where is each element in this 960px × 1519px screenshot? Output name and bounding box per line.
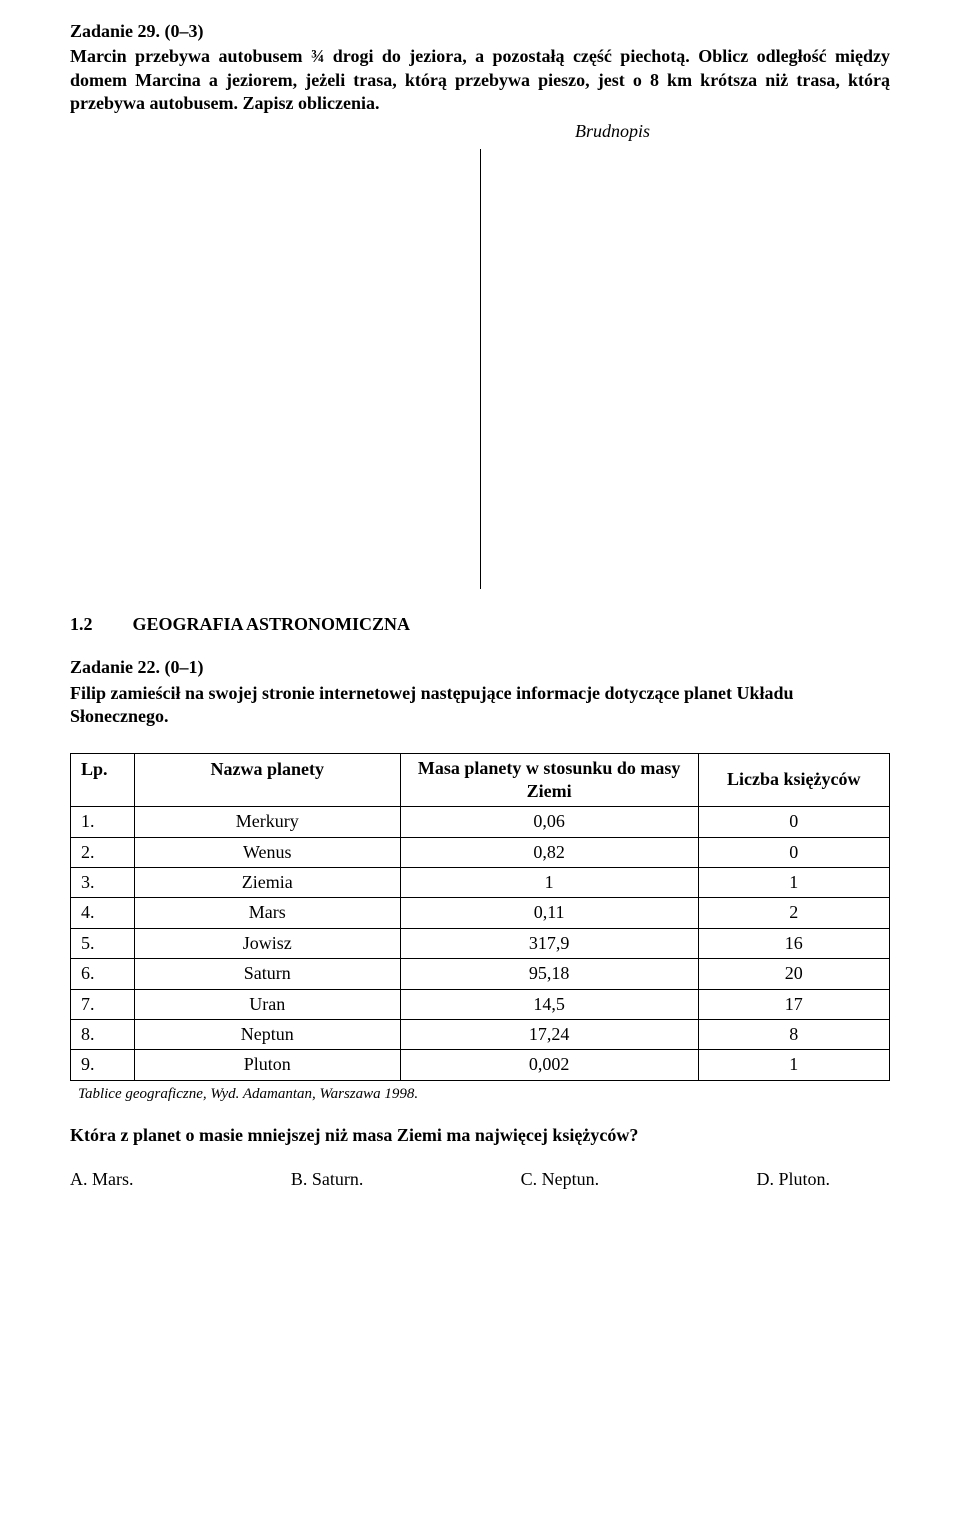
table-row: 4. Mars 0,11 2 [71, 898, 890, 928]
answer-option-a: A. Mars. [70, 1168, 134, 1191]
answer-option-c: C. Neptun. [521, 1168, 600, 1191]
table-row: 9. Pluton 0,002 1 [71, 1050, 890, 1080]
table-row: 6. Saturn 95,18 20 [71, 959, 890, 989]
cell-lp: 5. [71, 928, 135, 958]
table-row: 5. Jowisz 317,9 16 [71, 928, 890, 958]
cell-name: Wenus [134, 837, 400, 867]
table-row: 7. Uran 14,5 17 [71, 989, 890, 1019]
answer-option-d: D. Pluton. [756, 1168, 830, 1191]
cell-mass: 0,002 [400, 1050, 698, 1080]
cell-moons: 8 [698, 1020, 889, 1050]
answer-option-b: B. Saturn. [291, 1168, 364, 1191]
column-header-mass: Masa planety w stosunku do masy Ziemi [400, 753, 698, 807]
section-number: 1.2 [70, 613, 93, 636]
cell-moons: 1 [698, 868, 889, 898]
cell-moons: 2 [698, 898, 889, 928]
brudnopis-divider [480, 149, 481, 589]
cell-moons: 17 [698, 989, 889, 1019]
brudnopis-label: Brudnopis [70, 120, 890, 143]
cell-moons: 1 [698, 1050, 889, 1080]
table-row: 1. Merkury 0,06 0 [71, 807, 890, 837]
cell-mass: 1 [400, 868, 698, 898]
cell-name: Neptun [134, 1020, 400, 1050]
cell-lp: 9. [71, 1050, 135, 1080]
cell-name: Saturn [134, 959, 400, 989]
answer-options: A. Mars. B. Saturn. C. Neptun. D. Pluton… [70, 1168, 890, 1191]
task29-header: Zadanie 29. (0–3) [70, 20, 890, 43]
cell-lp: 6. [71, 959, 135, 989]
section-heading: 1.2 GEOGRAFIA ASTRONOMICZNA [70, 613, 890, 636]
cell-mass: 17,24 [400, 1020, 698, 1050]
planet-table: Lp. Nazwa planety Masa planety w stosunk… [70, 753, 890, 1081]
cell-mass: 95,18 [400, 959, 698, 989]
cell-moons: 20 [698, 959, 889, 989]
cell-name: Merkury [134, 807, 400, 837]
table-caption: Tablice geograficzne, Wyd. Adamantan, Wa… [70, 1085, 890, 1105]
cell-name: Pluton [134, 1050, 400, 1080]
table-row: 8. Neptun 17,24 8 [71, 1020, 890, 1050]
table-header-row: Lp. Nazwa planety Masa planety w stosunk… [71, 753, 890, 807]
cell-name: Jowisz [134, 928, 400, 958]
cell-lp: 3. [71, 868, 135, 898]
cell-lp: 4. [71, 898, 135, 928]
cell-mass: 14,5 [400, 989, 698, 1019]
cell-mass: 0,82 [400, 837, 698, 867]
column-header-name: Nazwa planety [134, 753, 400, 807]
cell-lp: 2. [71, 837, 135, 867]
cell-name: Ziemia [134, 868, 400, 898]
column-header-moons: Liczba księżyców [698, 753, 889, 807]
cell-moons: 0 [698, 807, 889, 837]
cell-name: Mars [134, 898, 400, 928]
table-row: 3. Ziemia 1 1 [71, 868, 890, 898]
cell-lp: 8. [71, 1020, 135, 1050]
cell-moons: 0 [698, 837, 889, 867]
column-header-lp: Lp. [71, 753, 135, 807]
cell-moons: 16 [698, 928, 889, 958]
cell-lp: 7. [71, 989, 135, 1019]
cell-mass: 317,9 [400, 928, 698, 958]
table-row: 2. Wenus 0,82 0 [71, 837, 890, 867]
task22-body: Filip zamieścił na swojej stronie intern… [70, 682, 890, 729]
cell-name: Uran [134, 989, 400, 1019]
task22-header: Zadanie 22. (0–1) [70, 656, 890, 679]
question-text: Która z planet o masie mniejszej niż mas… [70, 1124, 890, 1147]
section-title: GEOGRAFIA ASTRONOMICZNA [133, 613, 411, 636]
cell-mass: 0,11 [400, 898, 698, 928]
cell-mass: 0,06 [400, 807, 698, 837]
task29-body: Marcin przebywa autobusem ¾ drogi do jez… [70, 45, 890, 115]
cell-lp: 1. [71, 807, 135, 837]
brudnopis-area [70, 149, 890, 589]
